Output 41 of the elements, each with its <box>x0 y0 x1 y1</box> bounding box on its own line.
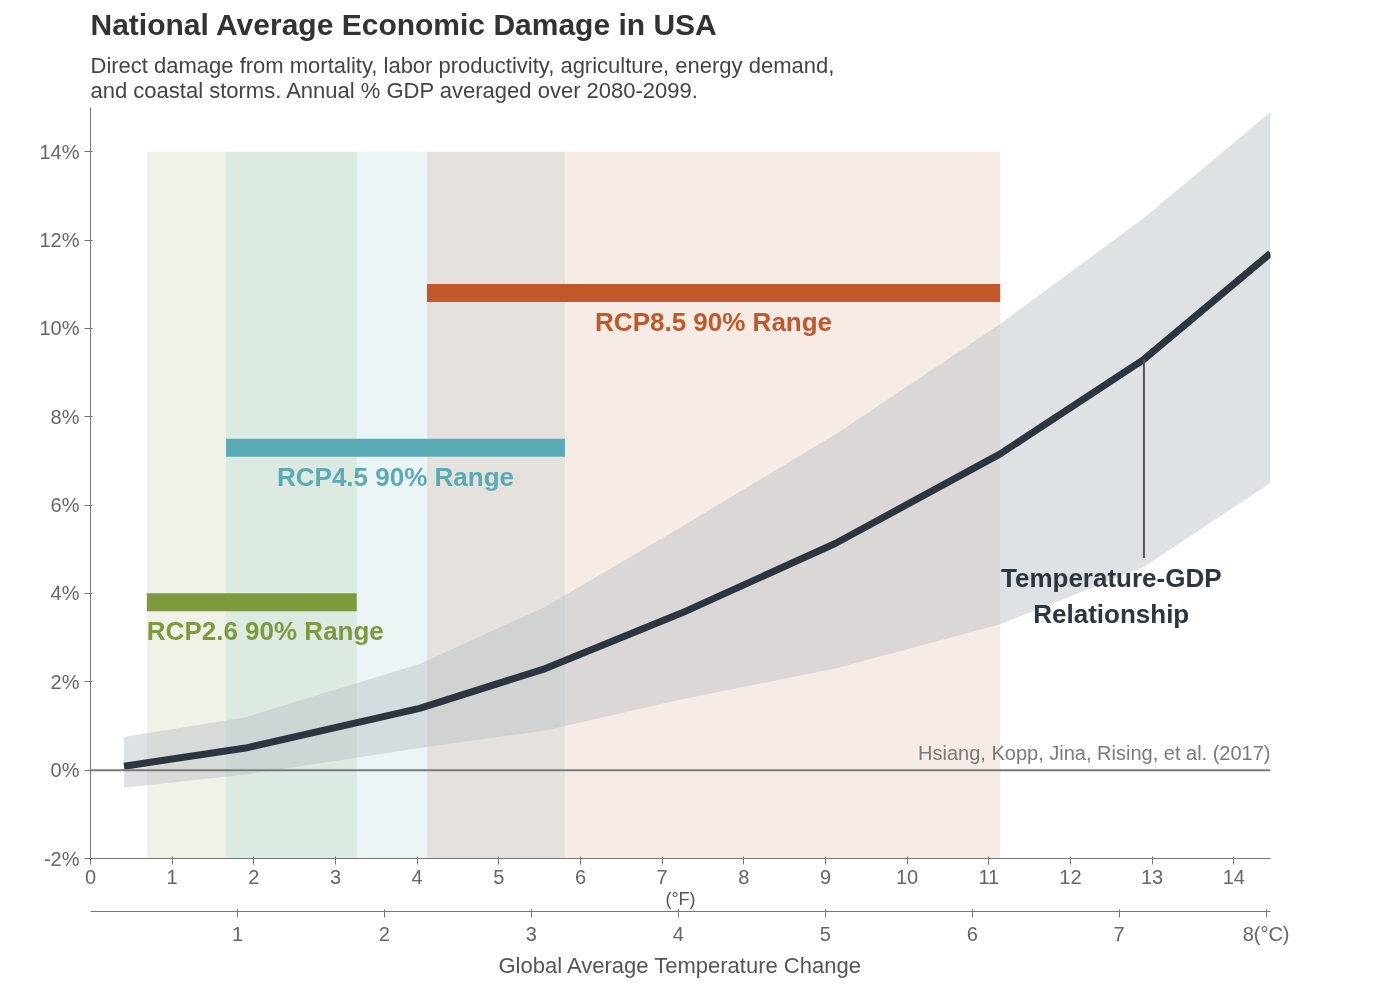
x-tick-label: 4 <box>411 865 423 888</box>
x-tick-label: 7 <box>656 865 668 888</box>
y-tick-label: 6% <box>50 494 80 517</box>
x2-tick-label: 2 <box>378 922 390 945</box>
x-tick-label: 0 <box>84 865 97 888</box>
x-tick-label: 8 <box>738 865 750 888</box>
series-label: RCP4.5 90% Range <box>277 461 514 492</box>
chart-subtitle: Direct damage from mortality, labor productivity, agriculture, energy demand, and coastal storms. Annual % GDP averaged over 2080-2099. <box>90 52 835 103</box>
y-tick-label: 4% <box>50 582 80 605</box>
y-tick-label: 12% <box>39 229 80 252</box>
text: (°F) <box>665 888 696 909</box>
x-tick-label: 3 <box>329 865 342 888</box>
y-tick-label: 0% <box>50 759 80 782</box>
x-tick-label: 2 <box>248 865 260 888</box>
x2-tick-label: 4 <box>672 922 684 945</box>
x2-tick-label: 3 <box>525 922 537 945</box>
x-tick-label: 13 <box>1140 865 1164 888</box>
x-tick-label: 14 <box>1222 865 1245 888</box>
x2-tick-label: 6 <box>966 922 978 945</box>
x-tick-label: 5 <box>493 865 505 888</box>
y-tick-label: 14% <box>39 140 80 163</box>
y-tick-label: 2% <box>50 670 80 693</box>
chart-title: National Average Economic Damage in USA <box>90 7 717 41</box>
x-tick-label: 9 <box>819 865 832 888</box>
y-tick-label: -2% <box>43 847 80 870</box>
x2-tick-label: 1 <box>231 922 244 945</box>
x-tick-label: 6 <box>574 865 587 888</box>
y-tick-label: 8% <box>50 405 80 428</box>
x-axis-title: Global Average Temperature Change <box>498 952 861 978</box>
x2-tick-label: 5 <box>819 922 831 945</box>
series-label: RCP8.5 90% Range <box>595 307 833 338</box>
x-tick-label: 1 <box>166 865 178 888</box>
x-tick-label: 11 <box>978 865 1000 888</box>
x-tick-label: 12 <box>1059 865 1082 888</box>
ref-line-label: Hsiang, Kopp, Jina, Rising, et al. (2017) <box>918 742 1271 765</box>
x-tick-label: 10 <box>895 865 919 888</box>
x2-tick-label: 7 <box>1113 922 1125 945</box>
series-label: RCP2.6 90% Range <box>146 616 384 647</box>
text: Temperature-GDP Relationship <box>1000 562 1222 629</box>
y-tick-label: 10% <box>39 317 80 340</box>
x2-tick-label: 8(°C) <box>1242 922 1290 945</box>
